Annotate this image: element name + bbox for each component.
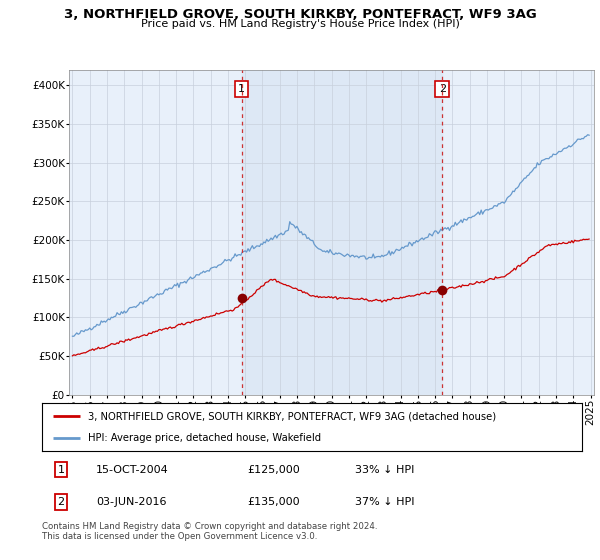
- Bar: [242, 70, 442, 395]
- Text: 37% ↓ HPI: 37% ↓ HPI: [355, 497, 415, 507]
- Text: 3, NORTHFIELD GROVE, SOUTH KIRKBY, PONTEFRACT, WF9 3AG: 3, NORTHFIELD GROVE, SOUTH KIRKBY, PONTE…: [64, 8, 536, 21]
- Text: 1: 1: [58, 465, 64, 475]
- Text: £135,000: £135,000: [247, 497, 300, 507]
- Text: 1: 1: [238, 84, 245, 94]
- Text: 2: 2: [439, 84, 446, 94]
- Text: Contains HM Land Registry data © Crown copyright and database right 2024.
This d: Contains HM Land Registry data © Crown c…: [42, 522, 377, 542]
- Text: 33% ↓ HPI: 33% ↓ HPI: [355, 465, 415, 475]
- Text: HPI: Average price, detached house, Wakefield: HPI: Average price, detached house, Wake…: [88, 433, 321, 443]
- Text: 2: 2: [58, 497, 64, 507]
- Text: 15-OCT-2004: 15-OCT-2004: [96, 465, 169, 475]
- Text: Price paid vs. HM Land Registry's House Price Index (HPI): Price paid vs. HM Land Registry's House …: [140, 19, 460, 29]
- Text: 03-JUN-2016: 03-JUN-2016: [96, 497, 167, 507]
- Text: £125,000: £125,000: [247, 465, 300, 475]
- Text: 3, NORTHFIELD GROVE, SOUTH KIRKBY, PONTEFRACT, WF9 3AG (detached house): 3, NORTHFIELD GROVE, SOUTH KIRKBY, PONTE…: [88, 411, 496, 421]
